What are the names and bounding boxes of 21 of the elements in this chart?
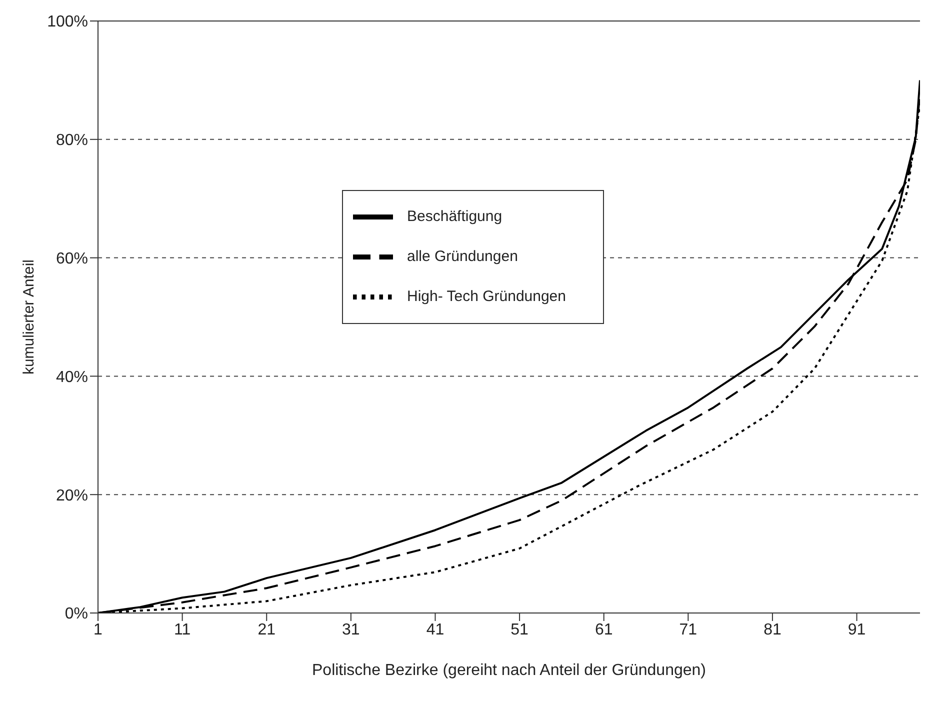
y-tick-label: 100%: [47, 14, 88, 31]
x-tick-label: 11: [174, 621, 191, 638]
x-tick-label: 41: [426, 621, 444, 638]
legend-label: Beschäftigung: [407, 208, 502, 226]
legend-label: High- Tech Gründungen: [407, 288, 566, 306]
x-tick-label: 21: [258, 621, 276, 638]
x-tick-label: 61: [594, 621, 613, 638]
legend-label: alle Gründungen: [407, 248, 518, 266]
y-tick-label: 0%: [64, 606, 88, 623]
y-tick-label: 80%: [56, 132, 88, 150]
y-tick-label: 20%: [56, 487, 88, 504]
x-axis-title: Politische Bezirke (gereiht nach Anteil der Gründungen): [312, 662, 706, 679]
y-tick-label: 60%: [56, 250, 88, 268]
y-axis-title: kumulierter Anteil: [20, 259, 38, 375]
y-tick-label: 40%: [56, 368, 88, 386]
x-tick-label: 1: [94, 621, 103, 638]
x-tick-label: 81: [764, 621, 782, 638]
x-tick-label: 31: [342, 621, 360, 638]
x-tick-label: 91: [848, 621, 866, 638]
x-tick-label: 71: [679, 621, 698, 638]
x-tick-label: 51: [510, 621, 529, 638]
